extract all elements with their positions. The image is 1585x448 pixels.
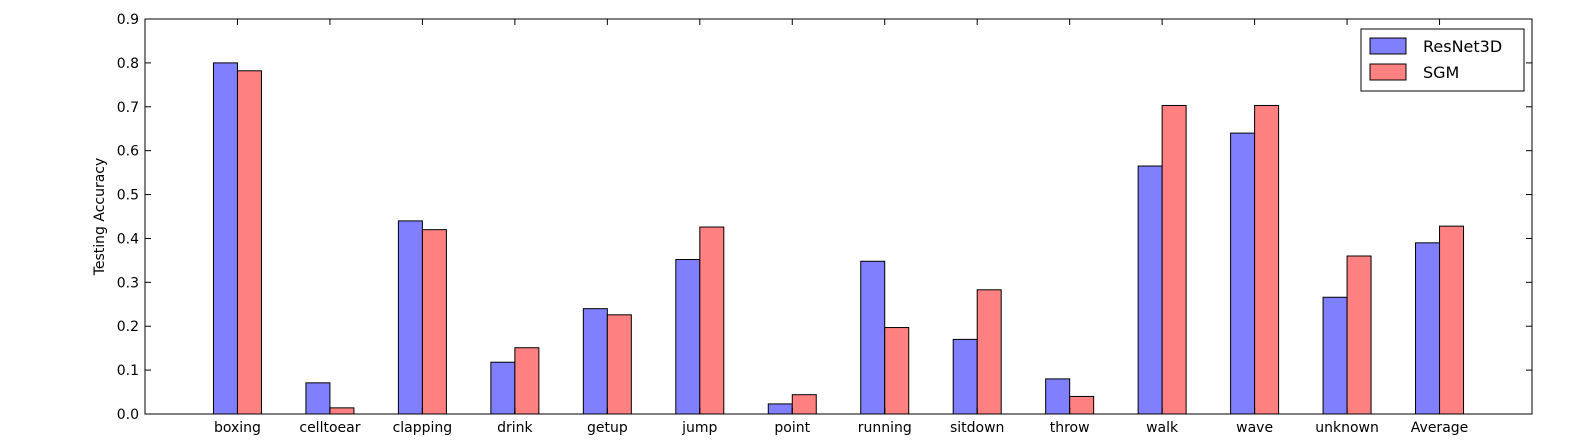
bar-sgm-jump — [699, 226, 725, 415]
plot-frame — [144, 18, 1533, 415]
bar-sgm-wave — [1254, 104, 1280, 415]
bar-sgm-sitdown — [976, 289, 1002, 415]
y-tick-label: 0.1 — [117, 363, 139, 379]
x-tick-label: unknown — [1315, 420, 1379, 436]
bar-sgm-boxing — [236, 70, 262, 415]
bar-sgm-unknown — [1346, 255, 1372, 415]
bar-resnet3d-average — [1415, 242, 1441, 415]
legend: ResNet3D SGM — [1360, 28, 1525, 92]
x-tick-label: walk — [1146, 420, 1179, 436]
bar-sgm-getup — [606, 314, 632, 415]
bar-sgm-average — [1439, 225, 1465, 415]
x-tick-label: jump — [681, 420, 717, 436]
bar-sgm-drink — [514, 347, 540, 415]
y-tick-label: 0.9 — [117, 12, 139, 28]
y-tick-label: 0.5 — [117, 188, 139, 204]
bar-resnet3d-sitdown — [952, 338, 978, 415]
bar-resnet3d-throw — [1045, 378, 1071, 415]
x-tick-label: wave — [1236, 420, 1273, 436]
bar-sgm-running — [884, 327, 910, 415]
x-tick-label: celltoear — [299, 420, 360, 436]
x-tick-label: point — [774, 420, 810, 436]
legend-swatch-resnet3d — [1369, 37, 1407, 55]
legend-label-resnet3d: ResNet3D — [1423, 37, 1502, 56]
y-tick-label: 0.2 — [117, 319, 139, 335]
legend-label-sgm: SGM — [1423, 63, 1459, 82]
bar-resnet3d-drink — [490, 361, 516, 415]
x-tick-label: drink — [497, 420, 533, 436]
bar-resnet3d-boxing — [212, 62, 238, 415]
bar-resnet3d-jump — [675, 259, 701, 415]
bar-sgm-point — [791, 394, 817, 415]
bar-resnet3d-unknown — [1322, 296, 1348, 415]
y-axis-label: Testing Accuracy — [92, 158, 108, 277]
y-tick-label: 0.3 — [117, 275, 139, 291]
y-tick-label: 0.0 — [117, 407, 139, 423]
legend-swatch-sgm — [1369, 63, 1407, 81]
bar-sgm-throw — [1069, 395, 1095, 415]
bar-resnet3d-point — [767, 403, 793, 415]
x-tick-label: clapping — [393, 420, 453, 436]
y-tick-label: 0.6 — [117, 144, 139, 160]
x-tick-label: Average — [1411, 420, 1469, 436]
y-tick-label: 0.8 — [117, 56, 139, 72]
bar-resnet3d-walk — [1137, 165, 1163, 415]
x-tick-label: running — [858, 420, 912, 436]
y-tick-label: 0.7 — [117, 100, 139, 116]
y-tick-label: 0.4 — [117, 231, 139, 247]
bar-resnet3d-clapping — [397, 220, 423, 415]
bar-resnet3d-wave — [1230, 132, 1256, 415]
x-tick-label: throw — [1050, 420, 1090, 436]
bar-sgm-celltoear — [329, 407, 355, 415]
bar-sgm-walk — [1161, 104, 1187, 415]
x-tick-label: sitdown — [950, 420, 1004, 436]
bar-resnet3d-celltoear — [305, 382, 331, 415]
bar-resnet3d-getup — [582, 308, 608, 415]
x-tick-label: boxing — [214, 420, 261, 436]
bar-resnet3d-running — [860, 260, 886, 415]
x-tick-label: getup — [587, 420, 628, 436]
bar-sgm-clapping — [421, 229, 447, 415]
